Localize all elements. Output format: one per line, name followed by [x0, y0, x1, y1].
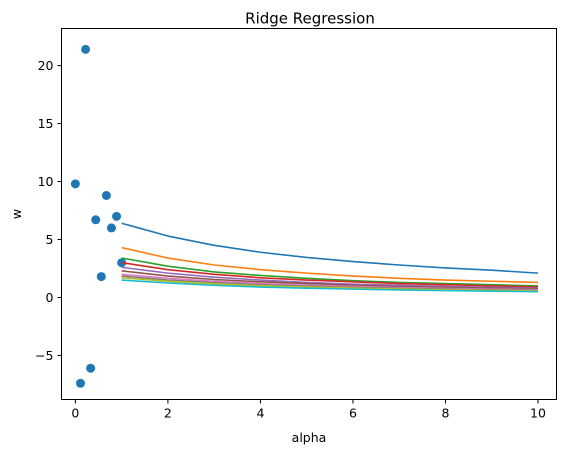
series-line-3	[121, 261, 539, 288]
series-line-0	[121, 222, 539, 274]
plot-frame	[61, 28, 557, 400]
y-tick-label: 20	[38, 58, 54, 73]
scatter-point-2	[81, 44, 91, 54]
y-axis-label: w	[9, 209, 24, 219]
y-tick-label: −5	[35, 348, 53, 363]
scatter-point-5	[96, 272, 106, 282]
series-line-4	[121, 266, 539, 289]
series-line-9	[121, 279, 539, 293]
y-axis: −5 0 5 10 15 20	[35, 58, 62, 363]
x-tick-label: 8	[441, 406, 449, 421]
series-line-1	[121, 246, 539, 284]
y-tick-label: 10	[38, 174, 54, 189]
chart-title: Ridge Regression	[245, 10, 375, 28]
x-tick-label: 4	[256, 406, 264, 421]
scatter-point-1	[75, 378, 85, 388]
scatter-point-6	[101, 190, 111, 200]
y-tick-label: 15	[38, 116, 54, 131]
x-tick-label: 6	[349, 406, 357, 421]
x-tick-label: 0	[71, 406, 79, 421]
x-axis-label: alpha	[292, 430, 327, 445]
series-line-2	[121, 257, 539, 287]
x-axis: 0 2 4 6 8 10	[71, 399, 546, 421]
scatter-point-4	[91, 215, 101, 225]
x-tick-label: 2	[164, 406, 172, 421]
scatter-point-0	[70, 179, 80, 189]
scatter-point-7	[106, 223, 116, 233]
scatter-point-3	[86, 363, 96, 373]
y-tick-label: 5	[46, 232, 54, 247]
series-line-8	[121, 276, 539, 292]
x-tick-label: 10	[530, 406, 546, 421]
series-line-5	[121, 270, 539, 290]
scatter-point-8	[112, 211, 122, 221]
y-tick-label: 0	[46, 290, 54, 305]
